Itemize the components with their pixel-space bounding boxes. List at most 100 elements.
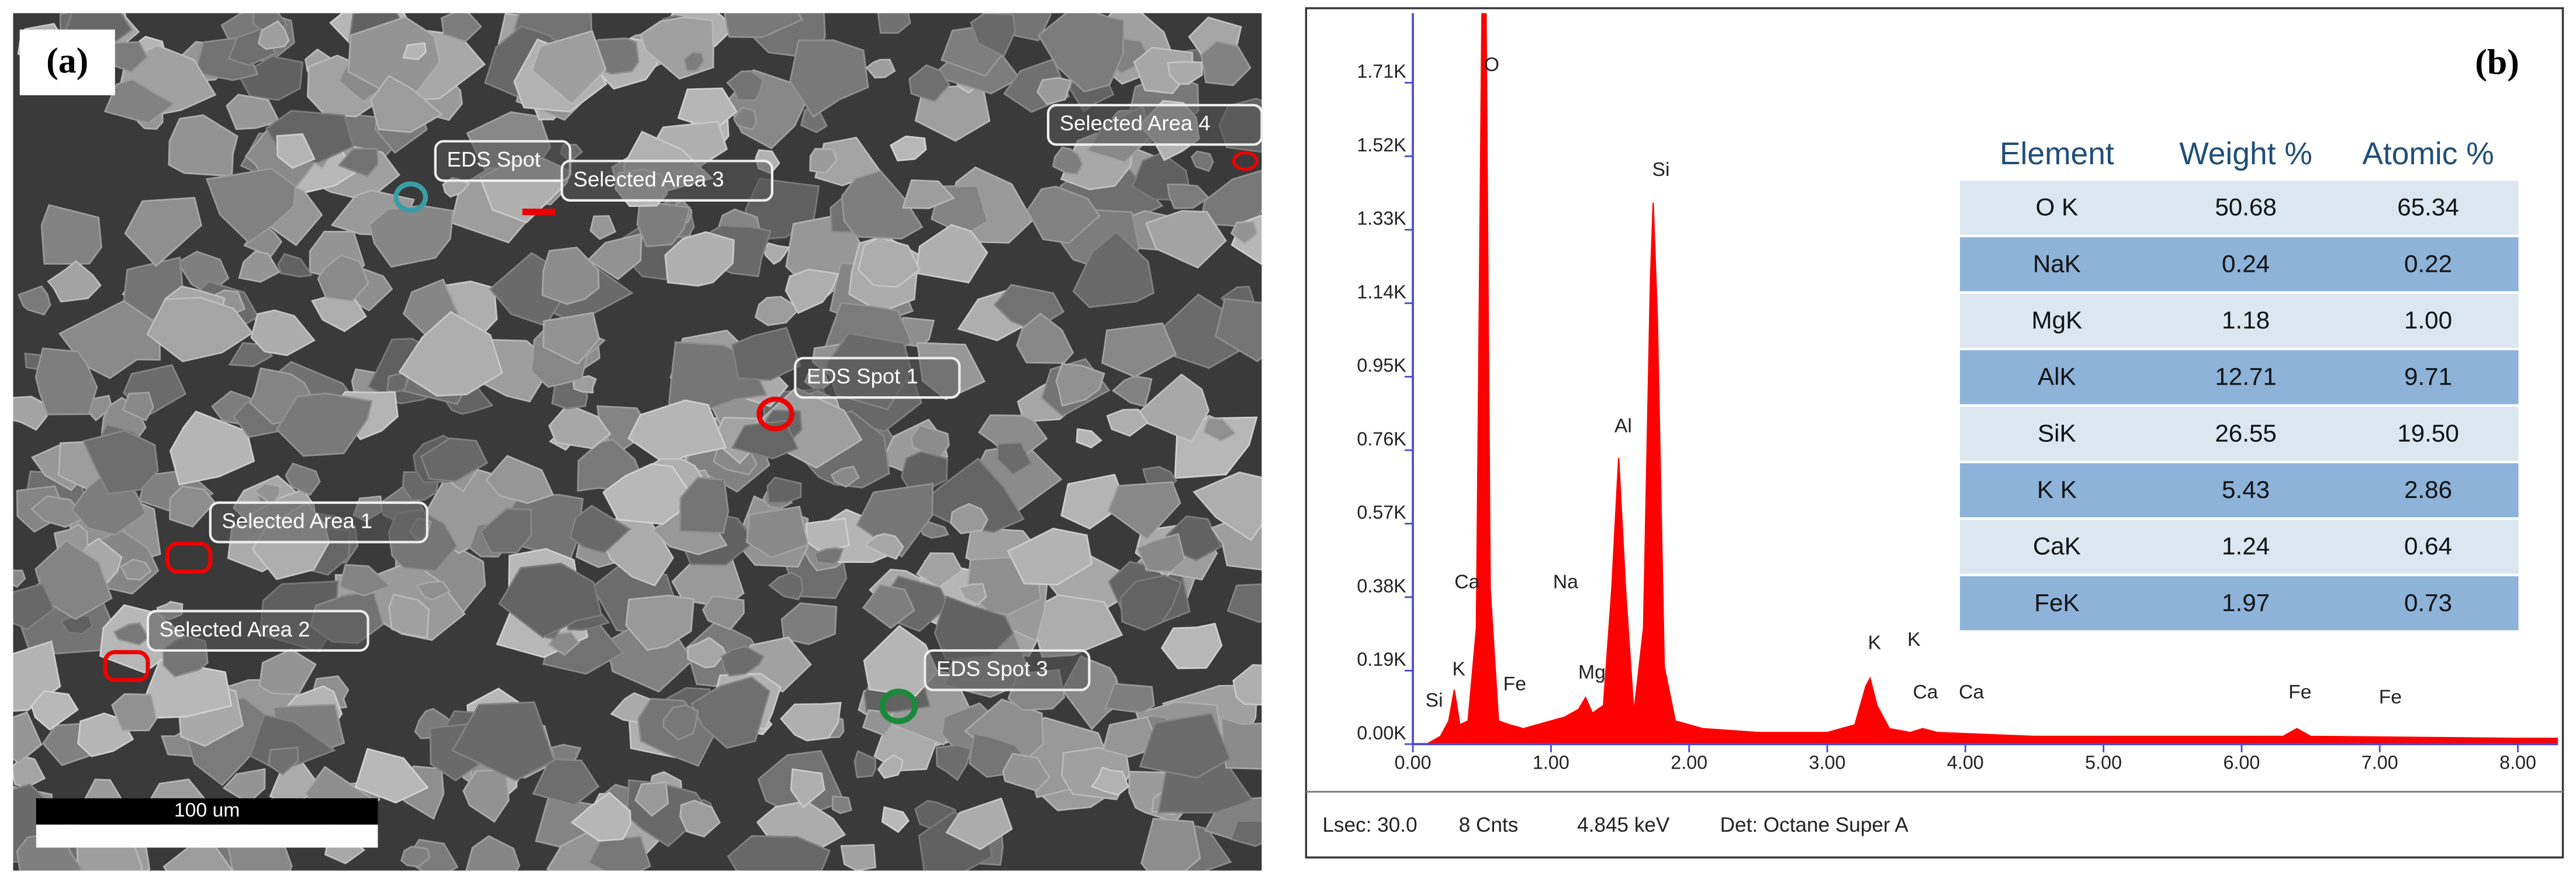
- particle: [146, 296, 254, 362]
- x-tick-label: 5.00: [2085, 752, 2122, 773]
- particle: [1226, 583, 1262, 624]
- table-cell: 19.50: [2397, 419, 2459, 447]
- particle: [950, 503, 989, 535]
- panel-label: (a): [46, 41, 88, 81]
- particle: [370, 74, 443, 133]
- table-cell: 50.68: [2215, 193, 2276, 221]
- peak-label: Fe: [1503, 673, 1526, 695]
- particle: [902, 179, 955, 209]
- particle: [1007, 527, 1093, 586]
- x-tick-label: 0.00: [1395, 752, 1432, 773]
- particle: [767, 572, 804, 601]
- particle: [731, 327, 801, 381]
- particle: [13, 569, 26, 588]
- table-cell: 65.34: [2397, 193, 2459, 221]
- particle: [250, 309, 316, 357]
- y-tick-label: 1.33K: [1357, 208, 1406, 229]
- particle: [13, 583, 55, 631]
- particle: [1144, 210, 1227, 269]
- spot-marker: [879, 689, 918, 724]
- particle: [679, 800, 721, 838]
- particle: [34, 539, 113, 620]
- particle: [726, 70, 764, 102]
- table-cell: 1.24: [2222, 532, 2270, 560]
- particle: [82, 430, 159, 495]
- panel-label-box: [19, 29, 115, 96]
- x-tick-label: 6.00: [2223, 752, 2260, 773]
- spectrum-area: [1426, 13, 2558, 745]
- table-cell: 0.73: [2404, 589, 2452, 616]
- table-cell: 9.71: [2404, 363, 2452, 390]
- particle: [627, 399, 727, 466]
- particle: [1136, 532, 1186, 573]
- particle: [569, 504, 632, 554]
- table-cell: 0.24: [2222, 250, 2270, 277]
- particle: [338, 563, 393, 597]
- particle: [1106, 409, 1149, 437]
- particle: [636, 203, 691, 248]
- particle: [784, 268, 839, 314]
- particle: [498, 562, 603, 639]
- particle: [226, 94, 281, 130]
- particle: [1230, 220, 1258, 245]
- particle: [285, 462, 321, 496]
- annotation-label: Selected Area 2: [160, 617, 310, 641]
- particle: [733, 106, 758, 131]
- table-cell: 0.64: [2404, 532, 2452, 560]
- table-cell: AlK: [2038, 363, 2076, 390]
- particle: [589, 215, 617, 240]
- particle: [766, 476, 802, 504]
- particle: [354, 748, 429, 804]
- particle: [625, 594, 695, 651]
- particle: [1052, 146, 1084, 175]
- particle: [415, 580, 451, 601]
- particle: [809, 148, 838, 174]
- particle: [1055, 363, 1105, 407]
- particle: [841, 170, 924, 240]
- particle: [277, 252, 313, 278]
- particle: [1091, 766, 1129, 796]
- particle: [683, 51, 705, 72]
- particle: [398, 310, 503, 397]
- peak-label: K: [1907, 628, 1921, 651]
- particle: [1139, 712, 1232, 779]
- peak-label: Ca: [1913, 681, 1938, 703]
- particle: [30, 690, 79, 731]
- particle: [317, 254, 369, 303]
- particle: [1160, 622, 1223, 669]
- x-tick-label: 8.00: [2499, 752, 2536, 773]
- particle: [830, 465, 860, 488]
- particle: [1026, 185, 1101, 244]
- particle: [60, 614, 94, 635]
- annotation-box: [794, 357, 961, 399]
- table-cell: MgK: [2032, 306, 2083, 334]
- scale-bar-label: 100 um: [174, 799, 240, 821]
- particle: [679, 476, 729, 534]
- particle: [1220, 717, 1262, 770]
- particle: [146, 659, 233, 719]
- particle: [970, 13, 1016, 57]
- table-cell: SiK: [2038, 419, 2076, 447]
- particle: [1132, 373, 1210, 443]
- spot-marker: [1232, 151, 1258, 171]
- y-tick-label: 0.38K: [1357, 575, 1406, 596]
- particle: [831, 795, 853, 814]
- spot-marker: [522, 208, 555, 216]
- particle: [1072, 231, 1155, 309]
- peak-label: Al: [1614, 415, 1632, 437]
- annotation-label: EDS Spot 1: [807, 364, 918, 388]
- particle: [275, 392, 373, 457]
- particle: [30, 495, 86, 528]
- table-cell: 2.86: [2404, 476, 2452, 503]
- particle: [368, 205, 454, 268]
- particle: [541, 247, 600, 305]
- peak-label: Fe: [2288, 681, 2311, 703]
- table-cell: NaK: [2033, 250, 2081, 277]
- particle: [402, 42, 427, 60]
- particle: [745, 506, 809, 559]
- particle: [754, 296, 798, 326]
- particle: [1102, 716, 1160, 758]
- table-header: Weight %: [2179, 137, 2312, 171]
- particle: [662, 704, 699, 741]
- particle: [169, 410, 255, 486]
